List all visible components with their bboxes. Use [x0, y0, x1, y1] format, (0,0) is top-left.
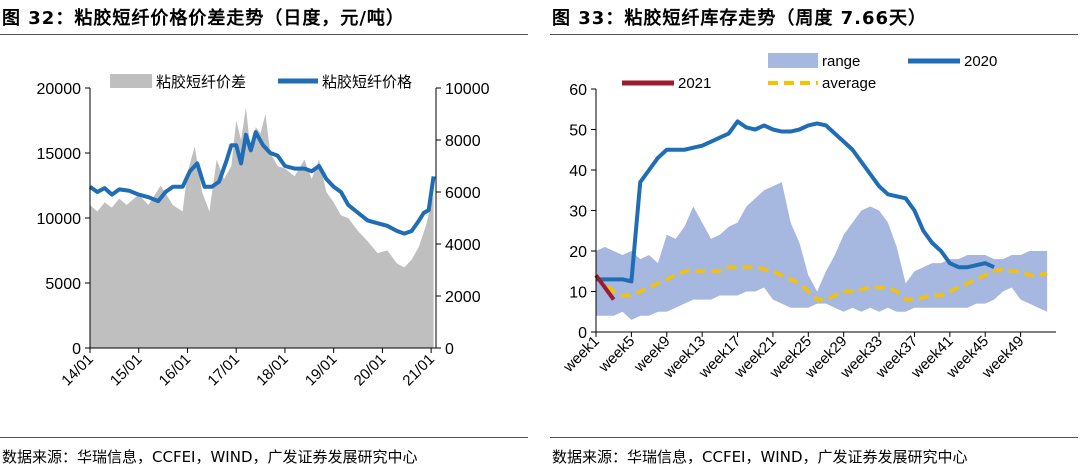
price-line [88, 130, 436, 236]
left-y-tick-label: 20000 [37, 81, 82, 98]
right-title-rule [550, 34, 1078, 35]
right-source-rule [550, 437, 1078, 438]
inventory-line-2021 [594, 274, 616, 301]
inventory-y-tick-label: 10 [569, 285, 587, 302]
legend-label-2021: 2021 [678, 75, 711, 92]
right-y-tick-label: 6000 [445, 185, 481, 202]
left-y-tick-label: 0 [72, 341, 81, 358]
right-figure-title: 图 33：粘胶短纤库存走势（周度 7.66天） [552, 8, 927, 29]
right-figure: 图 33：粘胶短纤库存走势（周度 7.66天） 0 10 20 30 40 50 60 wee… [550, 0, 1080, 471]
right-y-tick-label: 8000 [445, 133, 481, 150]
left-figure: 图 32：粘胶短纤价格价差走势（日度，元/吨） 0 5000 10000 15000 2… [0, 0, 530, 471]
legend-label-price: 粘胶短纤价格 [322, 74, 412, 91]
legend-swatch-spread [110, 74, 152, 88]
inventory-y-tick-label: 60 [569, 82, 587, 99]
right-y-tick-label: 0 [445, 341, 454, 358]
left-figure-title: 图 32：粘胶短纤价格价差走势（日度，元/吨） [2, 8, 405, 29]
left-chart: 0 5000 10000 15000 20000 0 2000 4000 6000 8000 100… [0, 36, 530, 436]
left-figure-source: 数据来源：华瑞信息，CCFEI，WIND，广发证券发展研究中心 [2, 448, 418, 466]
left-y-tick-label: 5000 [45, 276, 81, 293]
left-source-rule [0, 437, 528, 438]
inventory-average-line [594, 265, 1048, 302]
legend-label-2020: 2020 [964, 53, 997, 70]
left-y-tick-label: 15000 [37, 146, 82, 163]
inventory-line-2020 [596, 119, 995, 284]
legend-label-range: range [822, 53, 860, 70]
left-y-tick-label: 10000 [37, 211, 82, 228]
legend-label-average: average [822, 75, 876, 92]
inventory-y-tick-label: 20 [569, 244, 587, 261]
right-y-tick-label: 2000 [445, 289, 481, 306]
right-y-tick-label: 10000 [445, 81, 490, 98]
right-chart: 0102030405060week1week5week9week13week17… [550, 36, 1080, 436]
price-spread-area [90, 107, 434, 348]
legend-swatch-range [768, 53, 818, 68]
right-chart-background [550, 36, 1080, 436]
right-y-tick-label: 4000 [445, 237, 481, 254]
inventory-y-tick-label: 30 [569, 204, 587, 221]
inventory-y-tick-label: 50 [569, 123, 587, 140]
inventory-y-tick-label: 40 [569, 163, 587, 180]
inventory-range-band [596, 182, 1048, 320]
right-figure-source: 数据来源：华瑞信息，CCFEI，WIND，广发证券发展研究中心 [552, 448, 968, 466]
left-title-rule [0, 34, 528, 35]
legend-label-spread: 粘胶短纤价差 [156, 74, 246, 91]
inventory-y-tick-label: 0 [578, 325, 587, 342]
